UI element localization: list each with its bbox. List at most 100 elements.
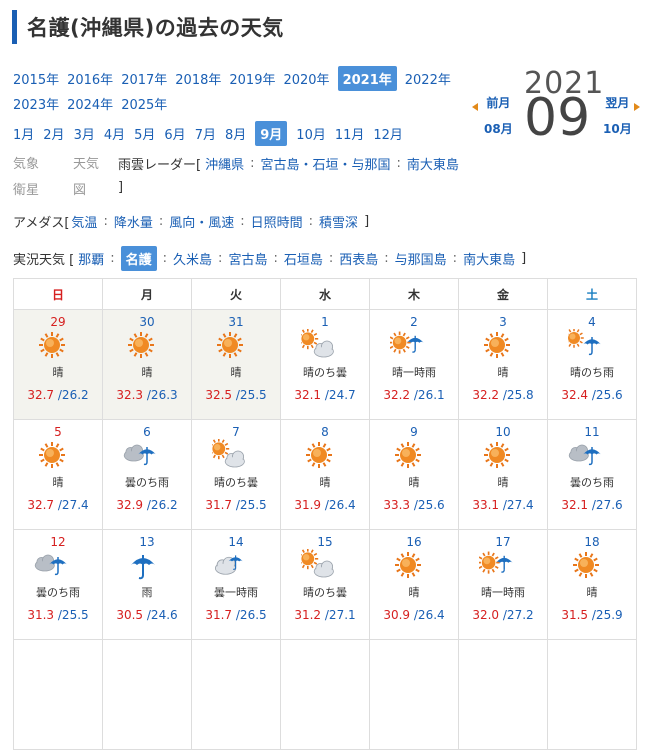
sun-icon — [103, 331, 191, 363]
cloud-occasional-rain-icon — [192, 551, 280, 583]
year-link-2019[interactable]: 2019年 — [229, 69, 275, 88]
year-link-2017[interactable]: 2017年 — [121, 69, 167, 88]
weather-map-link[interactable]: 天気図 — [73, 152, 105, 204]
sun-occasional-rain-icon — [370, 331, 458, 363]
month-link-10[interactable]: 10月 — [296, 124, 326, 143]
calendar-day-cell[interactable] — [459, 640, 548, 750]
year-row-2: 2023年 2024年 2025年 — [13, 94, 175, 113]
amedas-snow-link[interactable]: 積雪深 — [319, 212, 358, 231]
current-naha-link[interactable]: 那覇 — [78, 249, 104, 268]
month-link-12[interactable]: 12月 — [373, 124, 403, 143]
month-link-2[interactable]: 2月 — [43, 124, 64, 143]
temperature-range: 33.3 /25.6 — [370, 498, 458, 512]
current-nago-selected[interactable]: 名護 — [121, 246, 157, 271]
prev-month-value: 08月 — [484, 116, 513, 142]
satellite-link[interactable]: 気象衛星 — [13, 152, 45, 204]
year-link-2025[interactable]: 2025年 — [121, 94, 167, 113]
next-month-label: 翌月 — [603, 90, 632, 116]
day-number: 17 — [459, 535, 547, 549]
year-link-2023[interactable]: 2023年 — [13, 94, 59, 113]
radar-miyako-link[interactable]: 宮古島・石垣・与那国 — [260, 154, 390, 173]
radar-minamidaito-link[interactable]: 南大東島 — [407, 154, 459, 173]
year-link-2020[interactable]: 2020年 — [283, 69, 329, 88]
temp-high: 32.4 — [561, 388, 588, 402]
year-link-2016[interactable]: 2016年 — [67, 69, 113, 88]
month-link-8[interactable]: 8月 — [225, 124, 246, 143]
month-link-4[interactable]: 4月 — [104, 124, 125, 143]
month-link-11[interactable]: 11月 — [335, 124, 365, 143]
prev-arrow-icon[interactable] — [472, 103, 478, 111]
calendar-day-cell[interactable] — [14, 640, 103, 750]
amedas-temp-link[interactable]: 気温 — [71, 212, 97, 231]
temp-high: 31.5 — [561, 608, 588, 622]
day-number: 12 — [14, 535, 102, 549]
month-link-1[interactable]: 1月 — [13, 124, 34, 143]
temp-high: 32.1 — [294, 388, 321, 402]
calendar-day-cell[interactable] — [103, 640, 192, 750]
temp-low: /27.4 — [58, 498, 89, 512]
current-iriomote-link[interactable]: 西表島 — [339, 249, 378, 268]
current-kumejima-link[interactable]: 久米島 — [173, 249, 212, 268]
next-arrow-icon[interactable] — [634, 103, 640, 111]
calendar-day-cell[interactable] — [370, 640, 459, 750]
amedas-wind-link[interactable]: 風向・風速 — [169, 212, 234, 231]
cloud-then-rain-icon — [14, 551, 102, 583]
amedas-sunshine-link[interactable]: 日照時間 — [251, 212, 303, 231]
amedas-close-bracket: ] — [364, 214, 369, 229]
amedas-precip-link[interactable]: 降水量 — [114, 212, 153, 231]
year-selected-2021[interactable]: 2021年 — [338, 66, 397, 91]
temp-high: 30.5 — [116, 608, 143, 622]
current-close-bracket: ] — [521, 251, 526, 266]
month-link-6[interactable]: 6月 — [164, 124, 185, 143]
current-ishigakijima-link[interactable]: 石垣島 — [284, 249, 323, 268]
month-link-7[interactable]: 7月 — [195, 124, 216, 143]
day-number: 3 — [459, 315, 547, 329]
year-link-2022[interactable]: 2022年 — [405, 69, 451, 88]
month-link-5[interactable]: 5月 — [134, 124, 155, 143]
month-link-3[interactable]: 3月 — [74, 124, 95, 143]
temp-high: 32.5 — [205, 388, 232, 402]
weather-text: 晴 — [14, 364, 102, 380]
year-link-2015[interactable]: 2015年 — [13, 69, 59, 88]
radar-okinawa-link[interactable]: 沖縄県 — [205, 154, 244, 173]
day-number: 8 — [281, 425, 369, 439]
year-link-2024[interactable]: 2024年 — [67, 94, 113, 113]
temperature-range: 30.9 /26.4 — [370, 608, 458, 622]
sun-icon — [192, 331, 280, 363]
sun-then-cloud-icon — [192, 441, 280, 473]
current-minamidaito-link[interactable]: 南大東島 — [463, 249, 515, 268]
prev-month-label: 前月 — [484, 90, 513, 116]
prev-month-link[interactable]: 前月 08月 — [484, 90, 513, 142]
current-yonaguni-link[interactable]: 与那国島 — [395, 249, 447, 268]
year-link-2018[interactable]: 2018年 — [175, 69, 221, 88]
next-month-link[interactable]: 翌月 10月 — [603, 90, 632, 142]
current-miyakojima-link[interactable]: 宮古島 — [228, 249, 267, 268]
calendar-day-cell[interactable] — [281, 640, 370, 750]
calendar-day-cell[interactable] — [548, 640, 637, 750]
calendar-day-cell[interactable] — [192, 640, 281, 750]
month-selected-9[interactable]: 9月 — [255, 121, 287, 146]
